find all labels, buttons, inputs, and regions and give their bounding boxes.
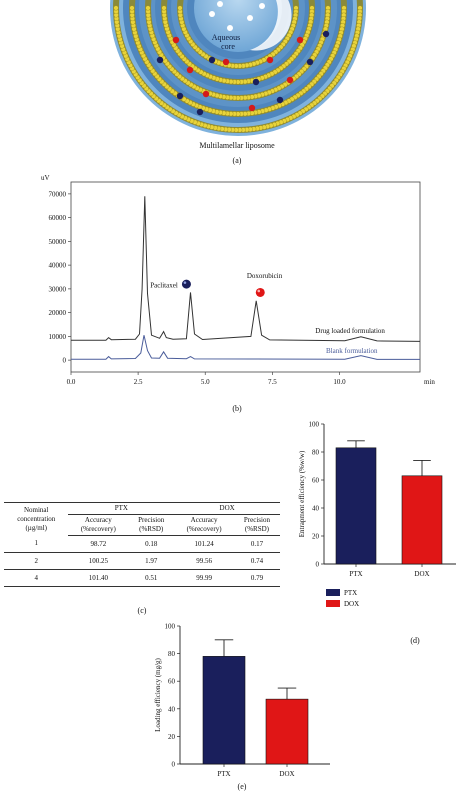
ptx-header: PTX bbox=[68, 502, 175, 515]
bar-dox bbox=[265, 698, 309, 765]
blank-label: Blank formulation bbox=[326, 347, 378, 355]
aqueous-core bbox=[194, 0, 282, 52]
y-tick-label: 70000 bbox=[49, 190, 67, 198]
x-tick-label: PTX bbox=[349, 570, 362, 578]
dox-precision-header: Precision (%RSD) bbox=[233, 514, 280, 536]
panel-a: Aqueous core Multilamellar liposome (a) bbox=[0, 0, 474, 168]
panel-d: 0 20 40 60 80 100 Entrapment efficiency (%w/w)… bbox=[290, 418, 474, 648]
x-tick-label: 5.0 bbox=[201, 378, 210, 386]
bar-dox bbox=[401, 475, 443, 565]
panel-b-letter: (b) bbox=[232, 404, 242, 413]
y-tick-label: 100 bbox=[165, 623, 176, 631]
y-tick-label: 60 bbox=[312, 477, 320, 485]
y-axis-label: uV bbox=[41, 174, 50, 182]
dox-header: DOX bbox=[174, 502, 280, 515]
legend-swatch bbox=[326, 589, 340, 596]
paclitaxel-label: Paclitaxel bbox=[150, 282, 178, 290]
legend-swatch bbox=[326, 600, 340, 607]
drug-molecules bbox=[156, 1, 330, 116]
y-tick-label: 20 bbox=[312, 533, 320, 541]
bar-ptx bbox=[335, 447, 377, 565]
bar-ptx bbox=[202, 656, 246, 765]
y-tick-label: 50000 bbox=[49, 238, 67, 246]
y-tick-label: 80 bbox=[312, 449, 320, 457]
y-tick-label: 40 bbox=[168, 705, 176, 713]
y-axis-label: Loading efficiency (mg/g) bbox=[154, 657, 162, 731]
drug-loaded-label: Drug loaded formulation bbox=[315, 327, 385, 335]
y-tick-label: 60000 bbox=[49, 214, 67, 222]
y-tick-label: 20000 bbox=[49, 309, 67, 317]
x-tick-label: 0.0 bbox=[67, 378, 76, 386]
y-tick-label: 10000 bbox=[49, 333, 67, 341]
y-tick-label: 20 bbox=[168, 733, 176, 741]
liposome-illustration: Aqueous core bbox=[110, 0, 366, 136]
dox-accuracy-header: Accuracy (%recovery) bbox=[174, 514, 234, 536]
doxorubicin-molecule-icon bbox=[255, 287, 265, 297]
loading-efficiency-chart: 0 20 40 60 80 100 Loading efficiency (mg/g) PTX… bbox=[154, 623, 330, 778]
panel-e: 0 20 40 60 80 100 Loading efficiency (mg/g) PTX… bbox=[130, 616, 350, 793]
doxorubicin-label: Doxorubicin bbox=[247, 272, 283, 280]
panel-b: 0 10000 20000 30000 40000 50000 60000 70000 0.0 2… bbox=[0, 168, 474, 418]
table-row: 1 98.72 0.18 101.24 0.17 bbox=[4, 535, 280, 553]
y-tick-label: 0 bbox=[63, 357, 67, 365]
core-label-line2: core bbox=[221, 42, 235, 51]
blank-trace bbox=[71, 335, 420, 360]
entrapment-efficiency-chart: 0 20 40 60 80 100 Entrapment efficiency (%w/w)… bbox=[298, 421, 456, 608]
panel-e-letter: (e) bbox=[237, 782, 247, 791]
core-label-line1: Aqueous bbox=[212, 33, 240, 42]
chromatogram-chart: 0 10000 20000 30000 40000 50000 60000 70000 0.0 2… bbox=[41, 174, 435, 386]
table-row: 2 100.25 1.97 99.56 0.74 bbox=[4, 552, 280, 570]
legend-label: PTX bbox=[344, 589, 357, 597]
core-highlight bbox=[250, 0, 292, 51]
y-axis-label: Entrapment efficiency (%w/w) bbox=[298, 450, 306, 537]
liposome-title: Multilamellar liposome bbox=[199, 141, 275, 150]
x-tick-label: 10.0 bbox=[333, 378, 346, 386]
y-tick-label: 60 bbox=[168, 678, 176, 686]
y-tick-label: 40 bbox=[312, 505, 320, 513]
panel-d-letter: (d) bbox=[410, 636, 420, 645]
ptx-precision-header: Precision (%RSD) bbox=[128, 514, 175, 536]
x-tick-label: 7.5 bbox=[268, 378, 277, 386]
panel-c: Nominal concentration (µg/ml) PTX DOX Ac… bbox=[4, 502, 294, 627]
plot-frame bbox=[70, 181, 421, 373]
drug-loaded-trace bbox=[71, 196, 421, 342]
x-tick-label: PTX bbox=[217, 770, 230, 778]
x-tick-label: 2.5 bbox=[134, 378, 143, 386]
x-axis-label: min bbox=[424, 378, 435, 386]
y-tick-label: 0 bbox=[172, 761, 176, 769]
y-tick-label: 30000 bbox=[49, 285, 67, 293]
panel-c-letter: (c) bbox=[137, 606, 147, 615]
nominal-header: Nominal concentration (µg/ml) bbox=[4, 502, 69, 536]
table-row: 4 101.40 0.51 99.99 0.79 bbox=[4, 569, 280, 587]
y-tick-label: 80 bbox=[168, 650, 176, 658]
panel-a-letter: (a) bbox=[232, 156, 242, 165]
legend-label: DOX bbox=[344, 600, 359, 608]
ptx-accuracy-header: Accuracy (%recovery) bbox=[68, 514, 129, 536]
y-tick-label: 40000 bbox=[49, 262, 67, 270]
x-tick-label: DOX bbox=[414, 570, 429, 578]
y-tick-label: 100 bbox=[309, 421, 320, 429]
paclitaxel-molecule-icon bbox=[181, 279, 191, 289]
x-tick-label: DOX bbox=[279, 770, 294, 778]
validation-table: Nominal concentration (µg/ml) PTX DOX Ac… bbox=[4, 502, 280, 587]
y-tick-label: 0 bbox=[316, 561, 320, 569]
